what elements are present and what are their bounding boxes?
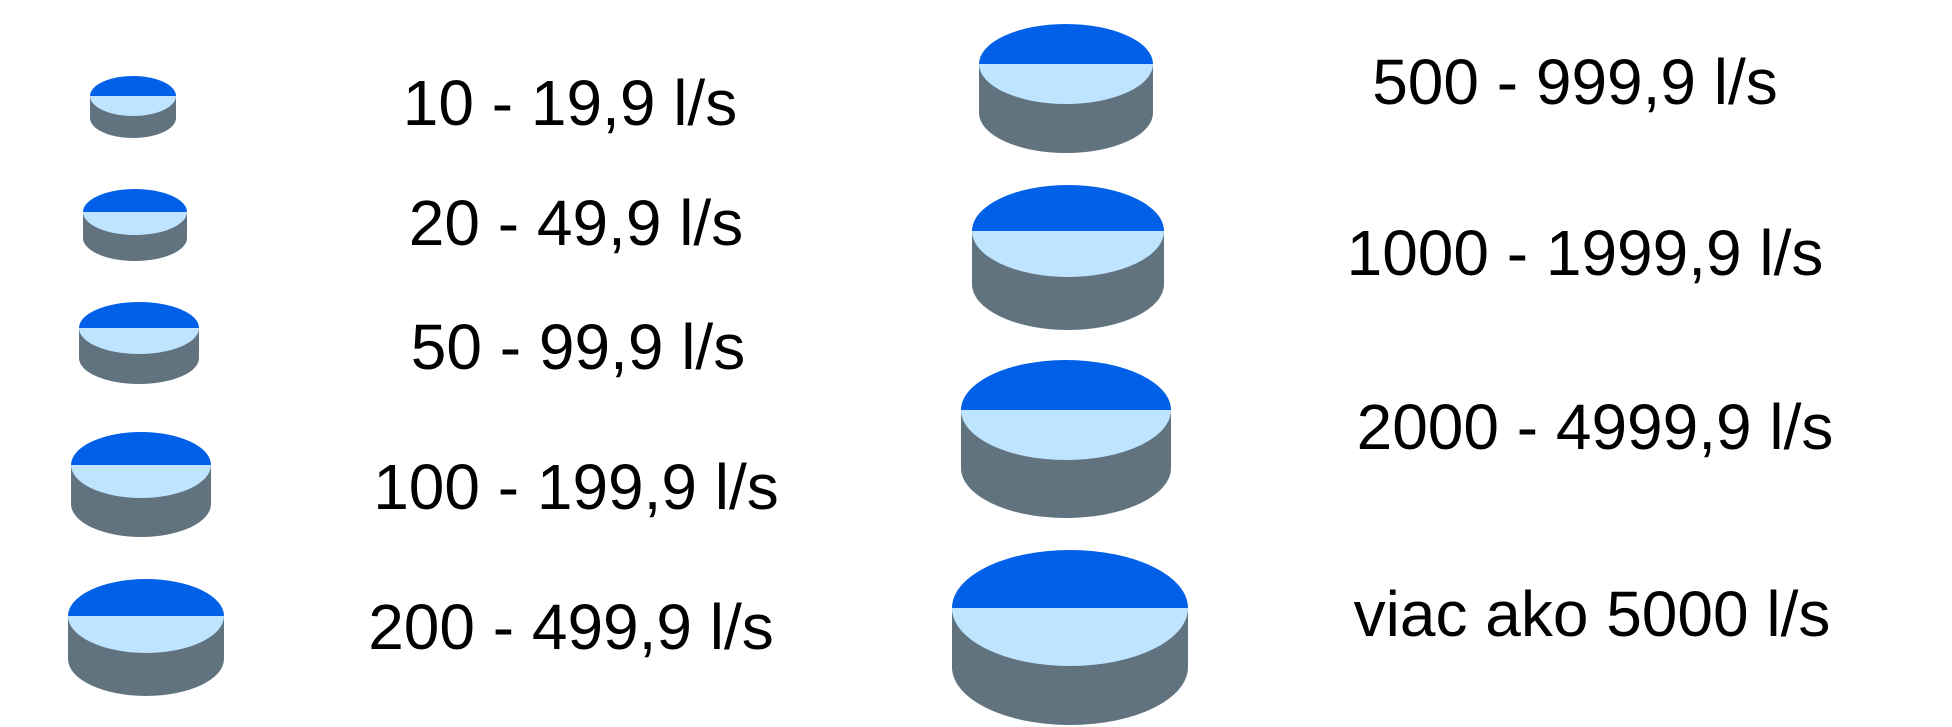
disc-top-dark xyxy=(979,24,1153,64)
disc-top-light xyxy=(979,64,1153,104)
disc-top-dark xyxy=(83,189,187,212)
disc-top-light xyxy=(972,231,1164,277)
disc-top-dark xyxy=(972,185,1164,231)
disc-top-dark xyxy=(90,76,176,96)
flow-disc-icon-9 xyxy=(950,548,1190,727)
disc-top-light xyxy=(71,465,211,498)
flow-disc-icon-5 xyxy=(66,577,226,698)
flow-range-label-1: 10 - 19,9 l/s xyxy=(402,67,738,139)
flow-range-label-9: viac ako 5000 l/s xyxy=(1353,578,1831,650)
flow-disc-icon-8 xyxy=(959,358,1173,520)
flow-disc-icon-2 xyxy=(81,187,189,263)
flow-range-label-3: 50 - 99,9 l/s xyxy=(410,311,746,383)
disc-top-dark xyxy=(68,579,224,616)
flow-disc-icon-1 xyxy=(88,74,178,140)
disc-top-light xyxy=(83,212,187,235)
flow-disc-icon-3 xyxy=(77,300,201,386)
flow-range-label-5: 200 - 499,9 l/s xyxy=(368,591,774,663)
disc-top-dark xyxy=(961,360,1171,410)
flow-range-label-2: 20 - 49,9 l/s xyxy=(408,187,744,259)
disc-top-dark xyxy=(952,550,1188,608)
disc-top-light xyxy=(961,410,1171,460)
flow-range-label-8: 2000 - 4999,9 l/s xyxy=(1356,391,1834,463)
disc-top-light xyxy=(79,328,199,354)
flow-disc-icon-4 xyxy=(69,430,213,539)
flow-range-label-7: 1000 - 1999,9 l/s xyxy=(1346,217,1824,289)
disc-top-dark xyxy=(71,432,211,465)
disc-top-light xyxy=(952,608,1188,666)
flow-range-label-6: 500 - 999,9 l/s xyxy=(1372,46,1778,118)
disc-top-light xyxy=(90,96,176,116)
disc-top-dark xyxy=(79,302,199,328)
disc-top-light xyxy=(68,616,224,653)
flow-disc-icon-7 xyxy=(970,183,1166,332)
flow-range-label-4: 100 - 199,9 l/s xyxy=(373,451,779,523)
flow-disc-icon-6 xyxy=(977,22,1155,155)
